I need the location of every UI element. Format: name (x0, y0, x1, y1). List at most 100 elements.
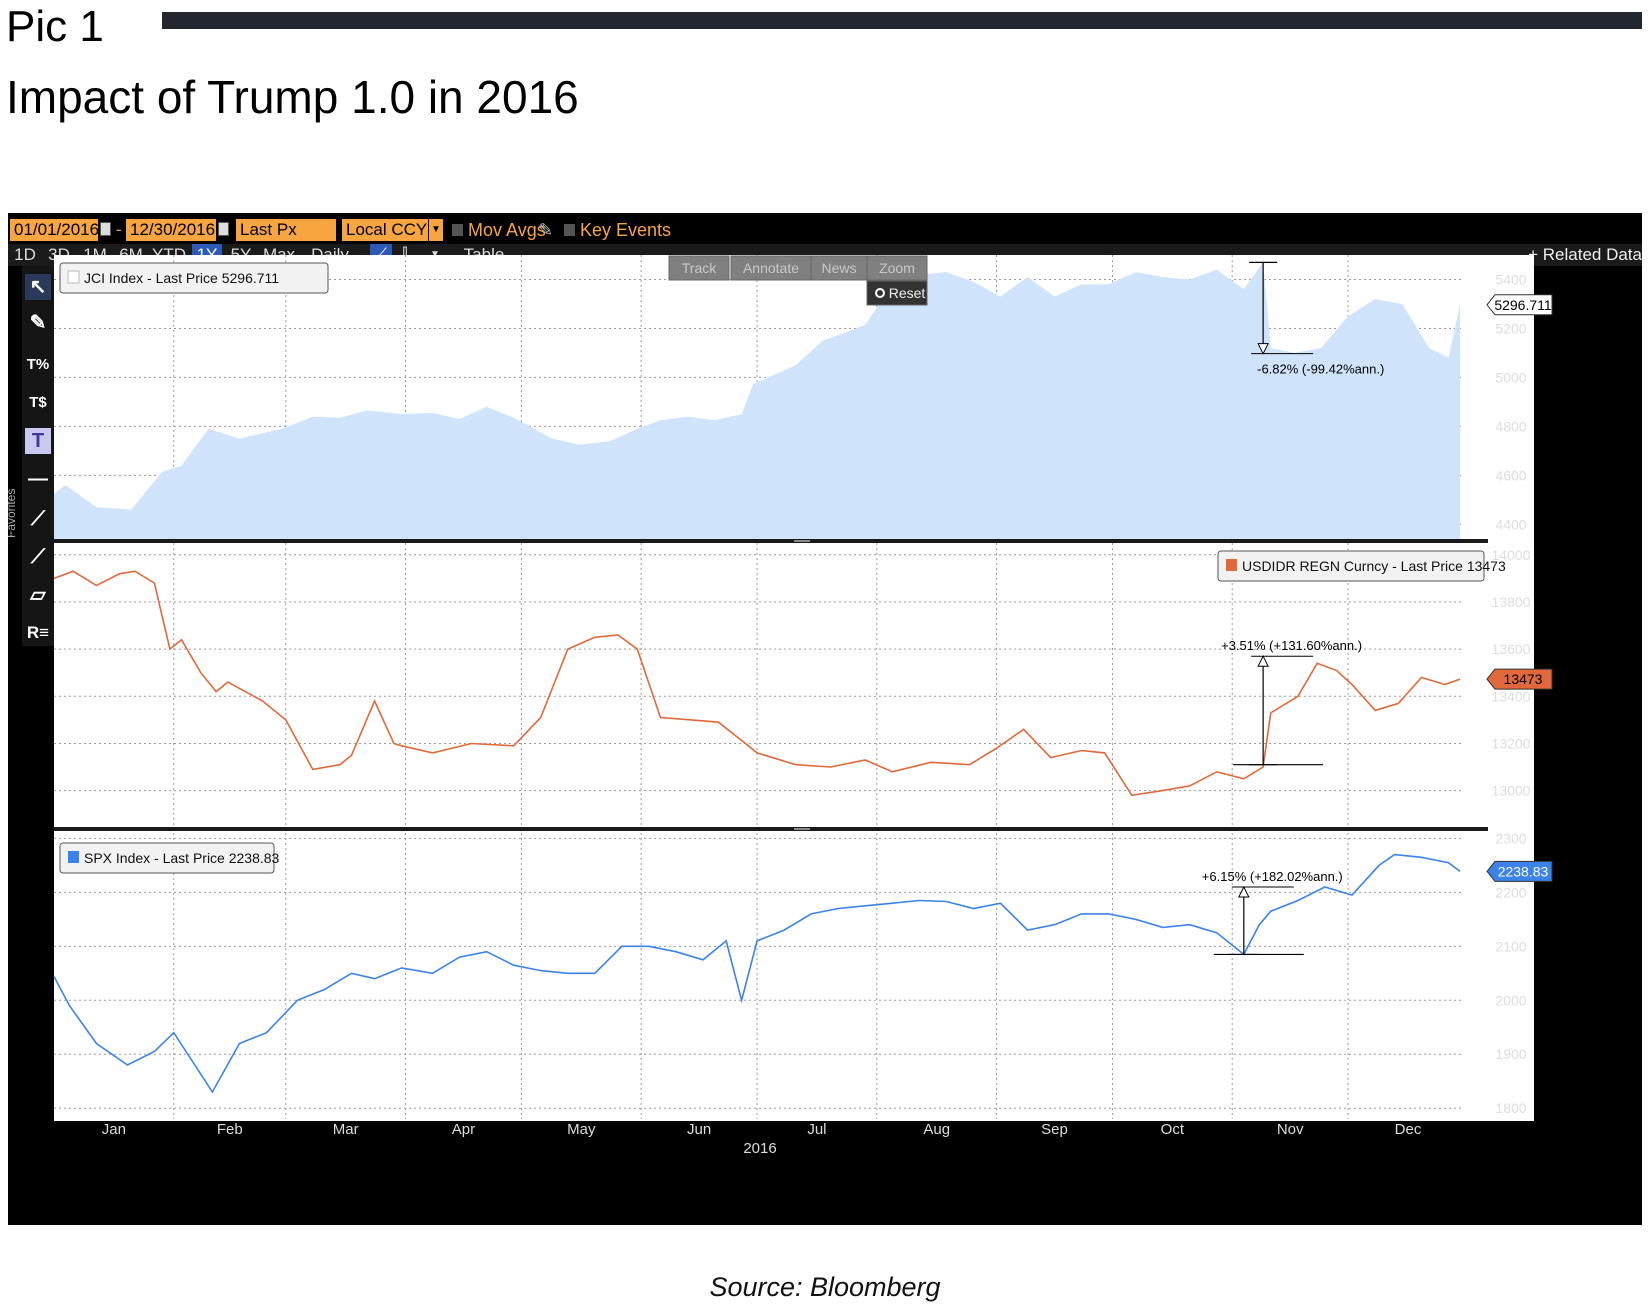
period-1d-button[interactable]: 1D (14, 245, 36, 264)
x-axis-month-label: Dec (1395, 1121, 1422, 1138)
date-separator: - (116, 220, 122, 239)
chart-type-dropdown-icon[interactable]: ▼ (428, 244, 442, 266)
legend-swatch (68, 851, 79, 863)
terminal-window: 01/01/2016 - 12/30/2016 Last Px Local CC… (8, 213, 1642, 1225)
y-tick-label: 1800 (1495, 1100, 1526, 1116)
channel-icon[interactable]: ▱ (30, 584, 46, 606)
currency-selector[interactable]: Local CCY (342, 219, 428, 241)
bar-chart-icon[interactable]: ⫿ (394, 244, 416, 266)
regression-icon[interactable]: R≡ (26, 623, 50, 642)
y-tick-label: 14000 (1492, 547, 1531, 563)
legend-swatch (67, 270, 80, 284)
annotation-label: +3.51% (+131.60%ann.) (1221, 638, 1362, 653)
pic-label: Pic 1 (6, 2, 104, 51)
last-value-tag (1486, 668, 1553, 690)
horizontal-line-icon[interactable]: — (28, 468, 48, 490)
y-tick-label: 13600 (1492, 641, 1531, 657)
legend-label: USDIDR REGN Curncy - Last Price 13473 (1242, 558, 1506, 574)
y-tick-label: 2300 (1495, 830, 1526, 846)
y-tick-label: 13400 (1492, 688, 1531, 704)
chart-tool-zoom-button[interactable] (866, 255, 928, 281)
jci-area-series (54, 262, 1461, 539)
y-tick-label: 5200 (1495, 320, 1526, 336)
pencil-icon[interactable]: ✎ (538, 220, 554, 240)
annotation-arrowhead (1238, 885, 1250, 898)
x-axis-month-label: Jun (687, 1121, 711, 1138)
x-axis-month-label: Apr (452, 1121, 475, 1138)
chart-tool-track-label: Track (682, 260, 717, 276)
source-caption: Source: Bloomberg (709, 1272, 941, 1302)
chart-tool-news-button[interactable] (810, 255, 868, 281)
y-tick-label: 4800 (1495, 418, 1526, 434)
x-axis-month-label: Aug (923, 1121, 950, 1138)
x-axis-month-label: Sep (1041, 1121, 1068, 1138)
annotation-label: -6.82% (-99.42%ann.) (1257, 362, 1384, 377)
y-tick-label: 13200 (1492, 735, 1531, 751)
annotation-layer: -6.82% (-99.42%ann.) +3.51% (+131.60%ann.… (1202, 261, 1384, 956)
legend-swatch (1226, 559, 1237, 571)
related-data-button[interactable]: + Related Data (1528, 245, 1642, 264)
panel-resize-handle (794, 828, 810, 830)
x-axis-month-label: Oct (1161, 1121, 1185, 1138)
axis-layer: Jan Feb Mar Apr May Jun Jul Aug Sep Oct Nov Dec 2016… (102, 271, 1553, 1157)
series-layer (53, 262, 1461, 1094)
mov-avgs-label[interactable]: Mov Avgs (468, 220, 546, 240)
spx-line-series (53, 853, 1461, 1094)
percent-change-icon[interactable]: T% (26, 356, 50, 373)
calendar-icon[interactable] (218, 222, 229, 236)
chart-ui-layer: JCI Index - Last Price 5296.711 USDIDR RE… (59, 255, 1506, 874)
y-tick-label: 13800 (1492, 594, 1531, 610)
panel-separator (54, 827, 1488, 831)
top-toolbar: 01/01/2016 - 12/30/2016 Last Px Local CC… (8, 219, 1642, 241)
last-value-label: 2238.83 (1498, 863, 1549, 879)
last-value-label: 13473 (1504, 671, 1543, 687)
ray-line-icon[interactable]: ⟋ (31, 546, 45, 568)
x-axis-month-label: Nov (1277, 1121, 1304, 1138)
legend-box (59, 262, 329, 294)
y-tick-label: 2200 (1495, 884, 1526, 900)
panel-separator (54, 539, 1488, 543)
y-tick-label: 5400 (1495, 271, 1526, 287)
annotation-arrowhead (1257, 343, 1269, 355)
legend-label: JCI Index - Last Price 5296.711 (84, 270, 279, 286)
field-selector[interactable]: Last Px (236, 219, 336, 241)
y-tick-label: 4400 (1495, 516, 1526, 532)
y-tick-label: 13000 (1492, 783, 1531, 799)
x-axis-year-label: 2016 (743, 1140, 776, 1157)
x-axis-month-label: Mar (333, 1121, 359, 1138)
header-rule (162, 12, 1642, 29)
last-value-label: 5296.711 (1494, 297, 1552, 313)
legend-box (59, 842, 275, 874)
calendar-icon[interactable] (100, 222, 111, 236)
text-tool-icon[interactable]: T (25, 428, 51, 454)
panel-resize-handle (794, 540, 810, 542)
end-date-field[interactable]: 12/30/2016 (126, 219, 216, 241)
y-tick-label: 5000 (1495, 369, 1526, 385)
x-axis-month-label: May (567, 1121, 596, 1138)
reset-icon (875, 288, 885, 298)
annotation-label: +6.15% (+182.02%ann.) (1202, 869, 1343, 884)
chart-tool-news-label: News (821, 260, 856, 276)
arrow-cursor-icon[interactable]: ↖ (25, 274, 51, 300)
start-date-field[interactable]: 01/01/2016 (10, 219, 99, 241)
key-events-checkbox[interactable] (564, 224, 575, 236)
chart-svg: Jan Feb Mar Apr May Jun Jul Aug Sep Oct Nov Dec 2016… (53, 255, 1553, 1157)
y-tick-label: 2100 (1495, 938, 1526, 954)
chart-tool-track-button[interactable] (668, 255, 730, 281)
x-axis-month-label: Jan (102, 1121, 126, 1138)
y-tick-label: 2000 (1495, 992, 1526, 1008)
pen-icon[interactable]: ✎ (29, 312, 47, 334)
chart-tool-annotate-button[interactable] (730, 255, 812, 281)
x-axis-month-label: Feb (217, 1121, 243, 1138)
value-change-icon[interactable]: T$ (29, 394, 47, 411)
currency-dropdown-icon[interactable]: ▼ (429, 219, 443, 241)
trend-line-icon[interactable]: ⟋ (31, 508, 45, 530)
chart-tool-reset-label: Reset (889, 285, 926, 301)
usdidr-line-series (53, 570, 1461, 797)
page-title: Impact of Trump 1.0 in 2016 (6, 71, 579, 123)
legend-box (1217, 550, 1485, 582)
mov-avgs-checkbox[interactable] (452, 224, 463, 236)
key-events-label[interactable]: Key Events (580, 220, 672, 240)
legend-label: SPX Index - Last Price 2238.83 (84, 850, 280, 866)
y-tick-label: 4600 (1495, 467, 1526, 483)
